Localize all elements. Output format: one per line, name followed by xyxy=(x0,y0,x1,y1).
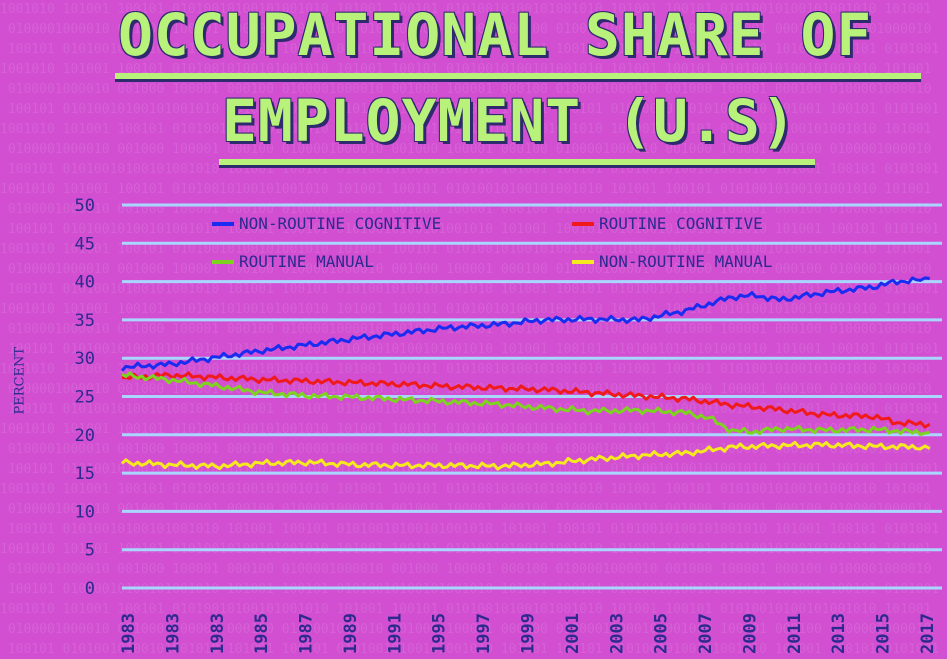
series-lines xyxy=(120,276,931,471)
legend-swatch xyxy=(572,259,594,264)
legend-label: NON-ROUTINE COGNITIVE xyxy=(239,214,442,233)
legend-item: NON-ROUTINE COGNITIVE xyxy=(212,214,441,233)
y-tick-label: 15 xyxy=(75,464,95,484)
x-tick-label: 2009 xyxy=(740,613,760,654)
legend-label: NON-ROUTINE MANUAL xyxy=(599,252,773,271)
x-tick-label: 1995 xyxy=(430,613,450,654)
x-tick-label: 2011 xyxy=(785,613,805,654)
chart-title-line-2: EMPLOYMENT (U.S) xyxy=(222,87,797,155)
series-line-routine-cognitive xyxy=(121,371,931,429)
y-tick-label: 25 xyxy=(75,388,95,408)
x-tick-label: 2015 xyxy=(874,613,894,654)
legend-swatch xyxy=(212,221,234,226)
grid-lines xyxy=(122,203,942,590)
x-tick-label: 1983 xyxy=(163,613,183,654)
y-tick-label: 20 xyxy=(75,426,95,446)
x-tick-label: 1987 xyxy=(297,613,317,654)
series-line-non-routine-manual xyxy=(120,440,931,471)
legend-item: NON-ROUTINE MANUAL xyxy=(572,252,772,271)
y-tick-label: 10 xyxy=(75,502,95,522)
legend-item: ROUTINE COGNITIVE xyxy=(572,214,763,233)
title-underline-1 xyxy=(115,73,921,79)
x-tick-label: 2003 xyxy=(607,613,627,654)
legend-label: ROUTINE MANUAL xyxy=(239,252,374,271)
title-underline-2 xyxy=(219,159,815,165)
x-tick-label: 2013 xyxy=(829,613,849,654)
x-tick-label: 2017 xyxy=(918,613,938,654)
x-tick-label: 1985 xyxy=(252,613,272,654)
series-line-non-routine-cognitive xyxy=(120,276,930,372)
x-tick-labels: 1983 1983 1983 1985 1987 1989 1991 1995 1997 1999… xyxy=(119,613,938,654)
y-tick-label: 0 xyxy=(85,579,95,599)
x-tick-label: 2007 xyxy=(696,613,716,654)
y-tick-label: 30 xyxy=(75,349,95,369)
x-tick-label: 1983 xyxy=(208,613,228,654)
y-tick-label: 50 xyxy=(75,196,95,216)
legend-swatch xyxy=(572,221,594,226)
legend-swatch xyxy=(212,259,234,264)
legend-label: ROUTINE COGNITIVE xyxy=(599,214,763,233)
y-tick-label: 45 xyxy=(75,234,95,254)
chart-title-line-1: OCCUPATIONAL SHARE OF xyxy=(118,1,873,69)
x-tick-label: 1983 xyxy=(119,613,139,654)
x-tick-label: 2005 xyxy=(652,613,672,654)
series-line-routine-manual xyxy=(121,371,930,437)
y-tick-label: 40 xyxy=(75,273,95,293)
x-tick-label: 1991 xyxy=(385,613,405,654)
y-tick-label: 5 xyxy=(85,541,95,561)
legend-item: ROUTINE MANUAL xyxy=(212,252,374,271)
x-tick-label: 1999 xyxy=(519,613,539,654)
x-tick-label: 1997 xyxy=(474,613,494,654)
x-tick-label: 1989 xyxy=(341,613,361,654)
y-tick-labels: 0 5 10 15 20 25 30 35 40 45 50 xyxy=(75,196,95,599)
y-tick-label: 35 xyxy=(75,311,95,331)
x-tick-label: 2001 xyxy=(563,613,583,654)
